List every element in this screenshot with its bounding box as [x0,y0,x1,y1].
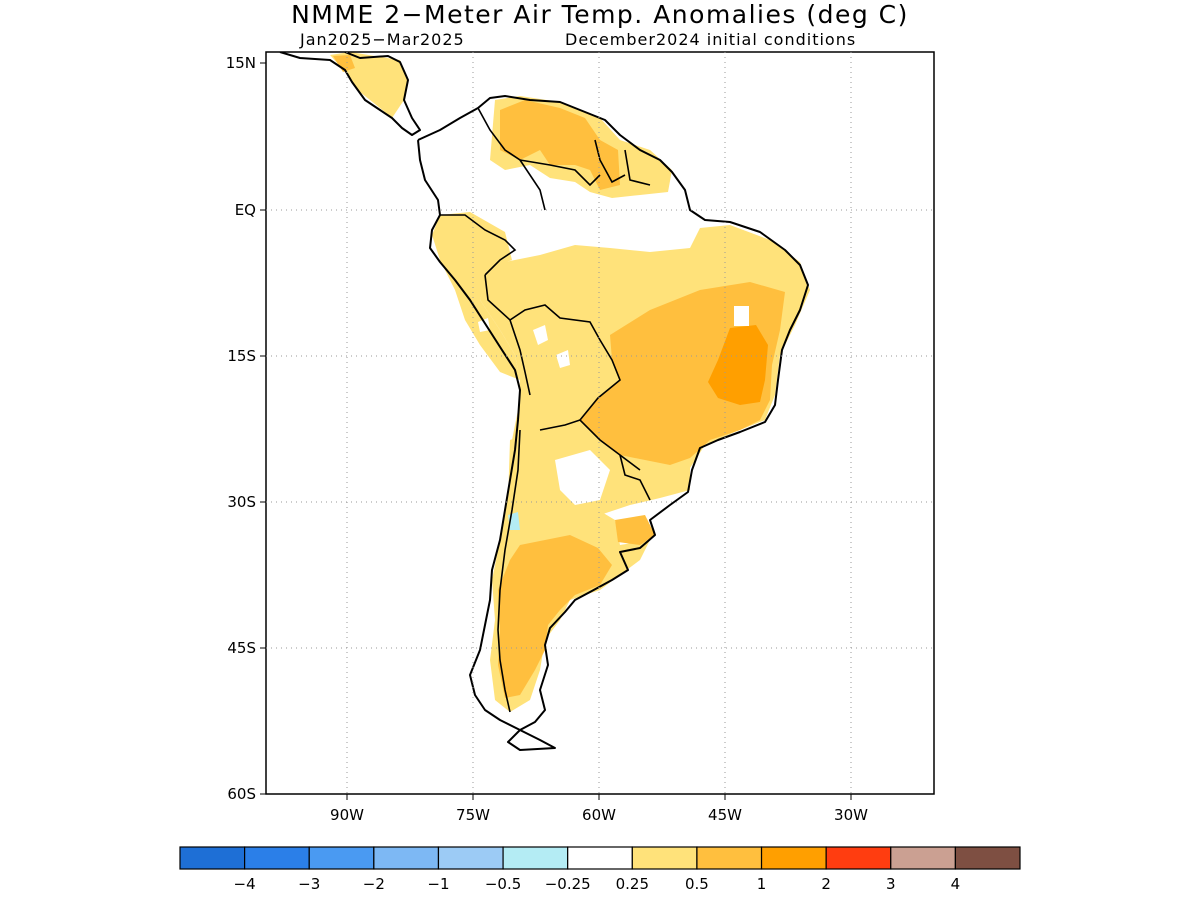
colorbar-label: −1 [427,875,449,893]
anomaly-region-east-brazil [708,325,768,405]
colorbar-label: −0.25 [545,875,591,893]
colorbar-swatch [890,846,956,870]
anomaly-gap-1 [734,306,749,326]
colorbar-swatch [373,846,440,870]
colorbar-swatch [244,846,310,870]
initial-conditions-label: December2024 initial conditions [565,30,857,49]
lat-tick-label: 60S [227,785,256,803]
border-guyana [594,139,626,184]
anomaly-gap-3 [556,350,570,368]
lon-tick-label: 60W [582,806,616,824]
lat-tick-label: 15N [226,54,256,72]
border-peru-brazil [484,274,621,421]
coastlines [279,52,809,751]
colorbar-label: −2 [363,875,385,893]
colorbar-label: −3 [298,875,320,893]
colorbar-label: 1 [757,875,767,893]
border-suriname [624,149,651,186]
colorbar-label: −0.5 [485,875,521,893]
border-argentina-brazil [619,454,651,501]
anomaly-region-argentina-central [498,535,612,698]
map-frame [265,51,935,795]
colorbar-label: 2 [821,875,831,893]
lon-tick-label: 75W [456,806,490,824]
period-label: Jan2025−Mar2025 [300,30,465,49]
anomaly-gap-2 [533,325,548,345]
colorbar-swatch [179,846,246,870]
colorbar-swatch [308,846,375,870]
colorbar-swatch [437,846,504,870]
anomaly-region-west-andes [432,212,520,380]
graticule [266,52,934,794]
lat-tick-label: 30S [227,493,256,511]
colorbar-swatch [567,846,633,870]
anomaly-shading [330,52,810,712]
anomaly-region-uruguay [615,515,655,545]
chart-title: NMME 2−Meter Air Temp. Anomalies (deg C) [291,0,909,29]
lon-tick-label: 30W [834,806,868,824]
colorbar-swatch [825,846,892,870]
colorbar-swatch [954,846,1021,870]
anomaly-region-central-america-2 [333,55,355,72]
lon-tick-label: 45W [708,806,742,824]
country-borders [440,107,651,713]
lat-tick-label: EQ [235,201,256,219]
colorbar-swatch [760,846,827,870]
border-bolivia-paraguay [539,419,641,471]
colorbar-swatch [502,846,569,870]
lon-tick-label: 90W [330,806,364,824]
border-colombia-peru [440,214,517,276]
lat-tick-label: 45S [227,639,256,657]
colorbar-swatch [696,846,763,870]
colorbar-label: 0.5 [685,875,709,893]
colorbar-label: −4 [234,875,256,893]
anomaly-gap-5 [555,450,610,505]
border-venezuela-brazil [519,159,601,187]
border-chile-argentina [497,429,521,713]
colorbar: −4 −3 −2 −1 −0.5 −0.25 0.25 0.5 1 2 3 4 [179,846,1021,893]
map-content [279,52,810,751]
colorbar-label: 0.25 [616,875,649,893]
colorbar-label: 3 [886,875,896,893]
central-america-coast [279,52,421,136]
axis-ticks: 90W 75W 60W 45W 30W 15N EQ 15S 30S 45S 60S [226,54,868,824]
colorbar-label: 4 [951,875,961,893]
anomaly-region-venezuela-1 [500,100,620,190]
colorbar-swatch [631,846,698,870]
lat-tick-label: 15S [227,347,256,365]
border-peru-bolivia [509,319,531,396]
south-america-coast [417,95,809,751]
anomaly-gap-4 [478,318,490,332]
